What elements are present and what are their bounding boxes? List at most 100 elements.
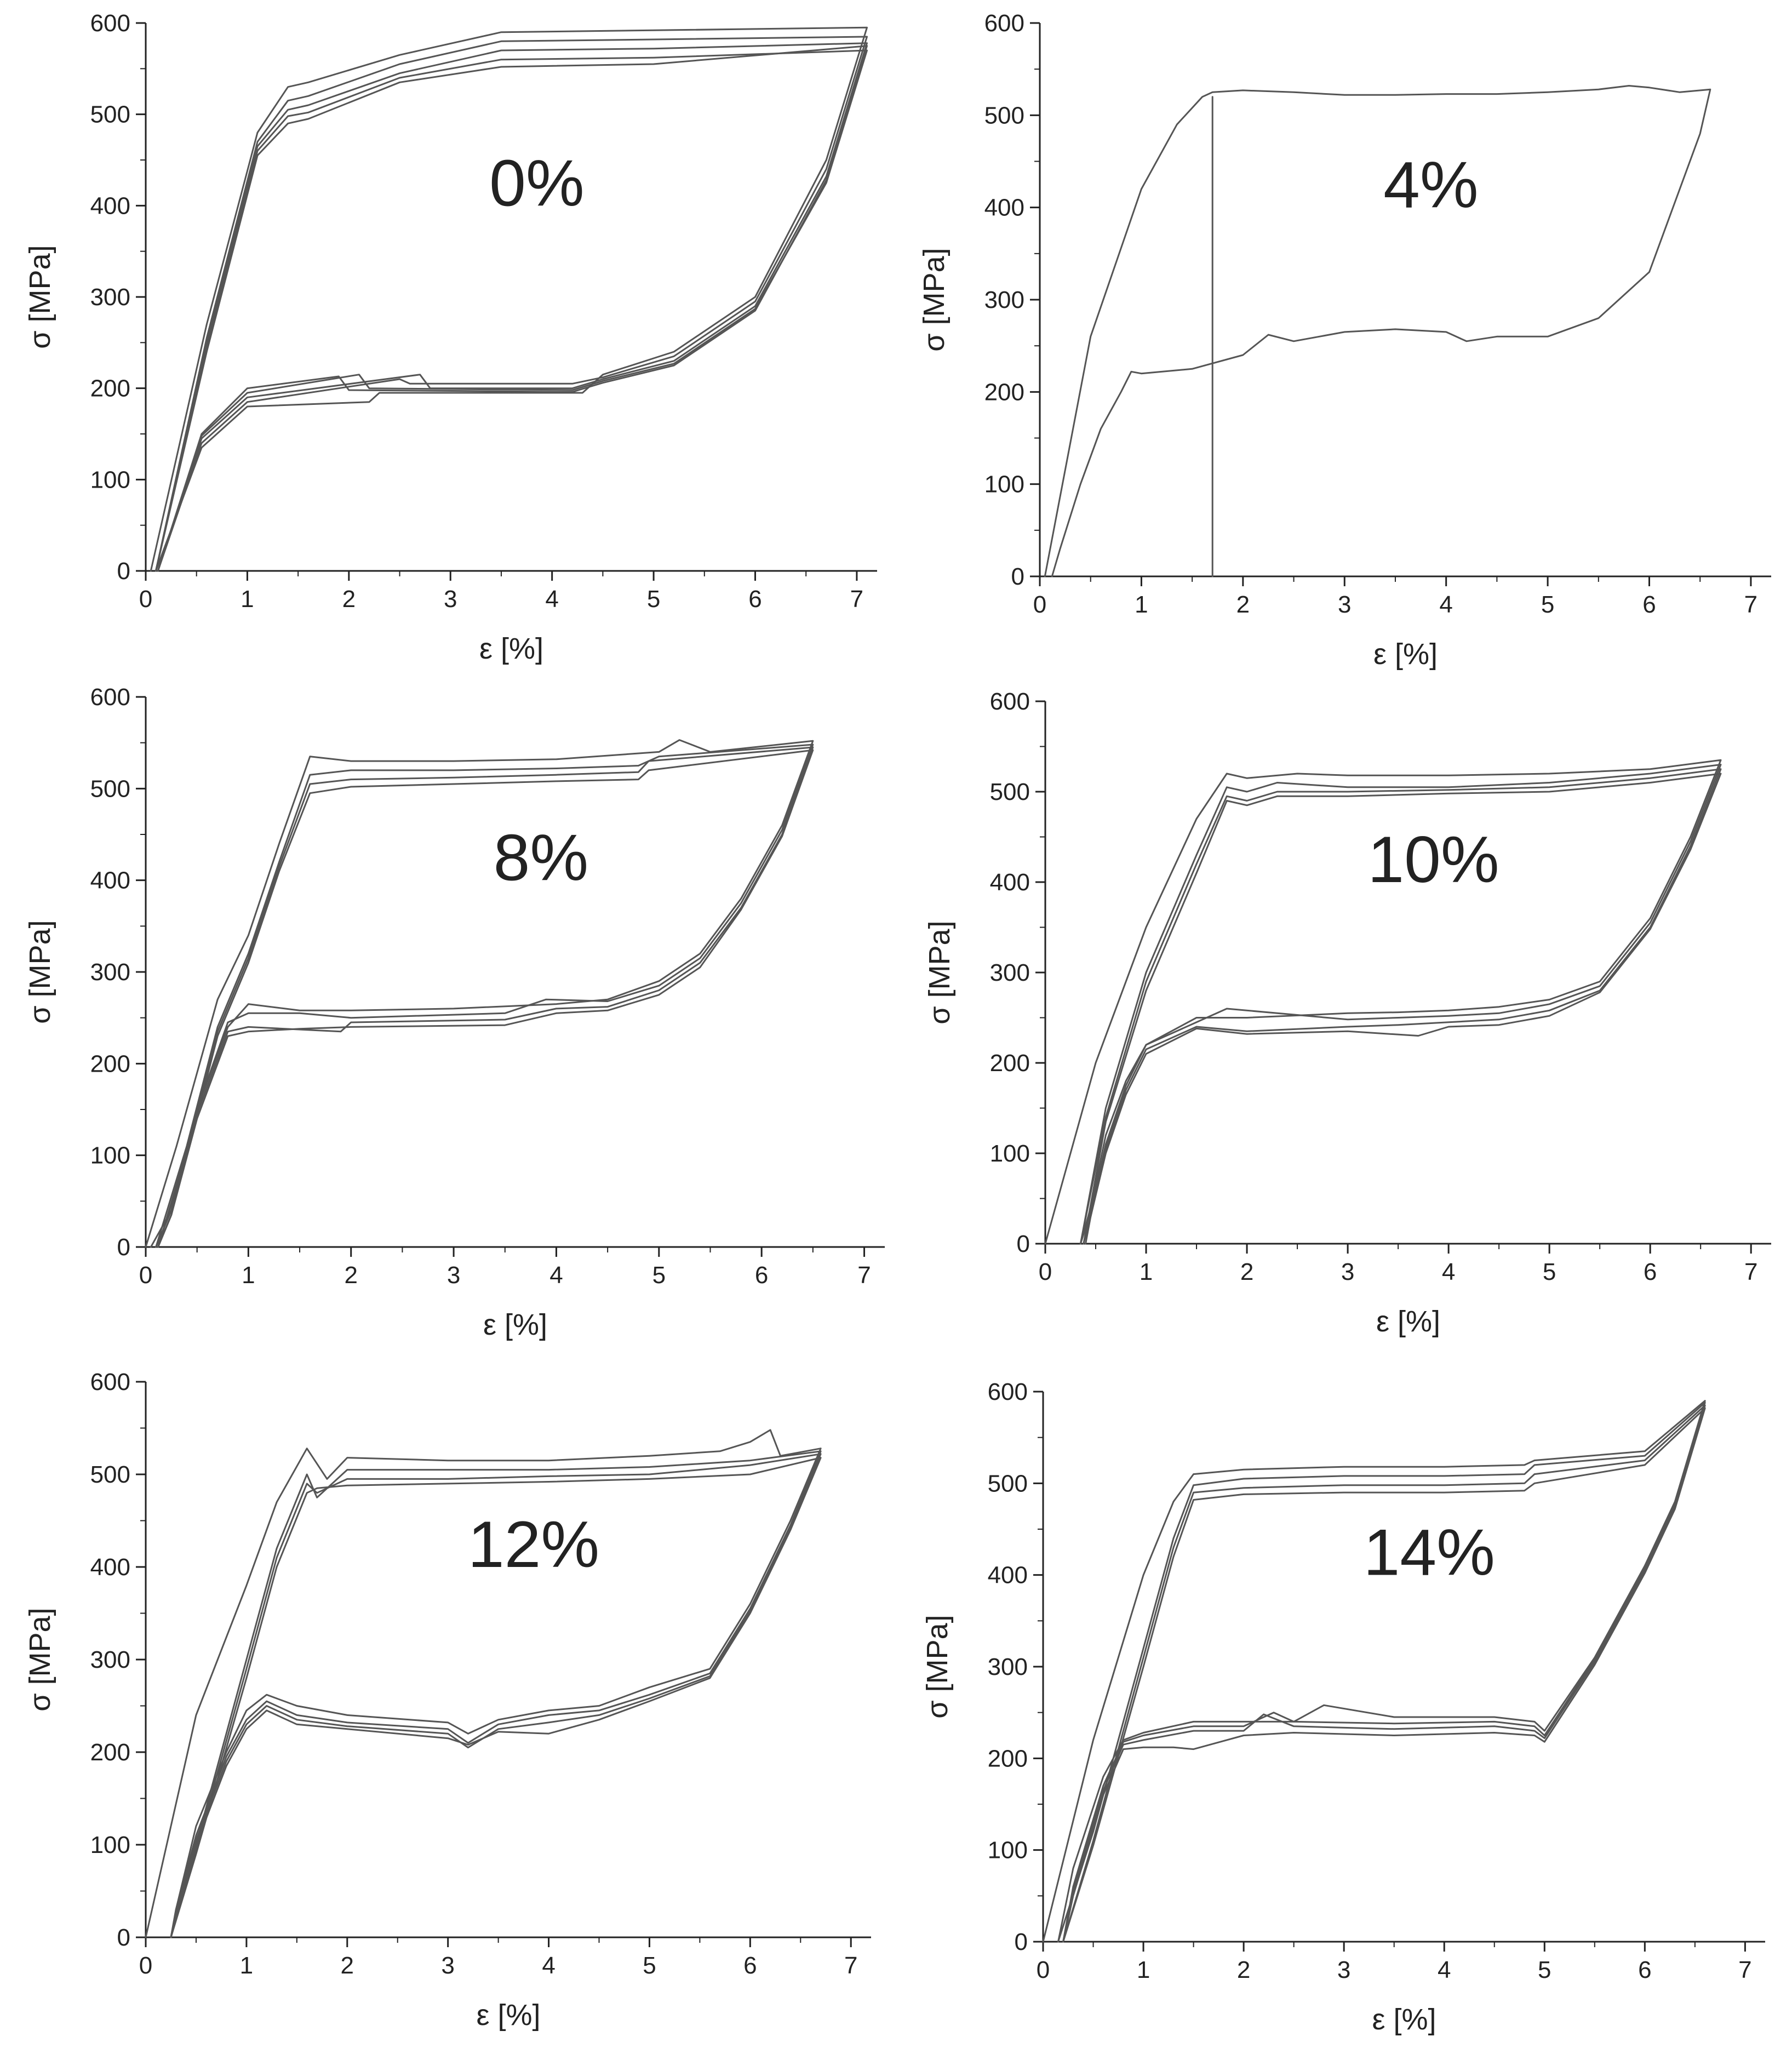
series-line-3 (157, 746, 814, 1248)
x-axis-title: ε [%] (483, 1308, 547, 1341)
x-tick-label: 1 (1140, 1258, 1153, 1285)
x-tick-label: 6 (755, 1262, 768, 1289)
x-tick-label: 7 (850, 586, 863, 613)
y-axis-title: σ [MPa] (24, 920, 56, 1023)
x-tick-label: 6 (1642, 591, 1656, 618)
x-tick-label: 7 (1744, 591, 1757, 618)
y-tick-label: 0 (1017, 1231, 1030, 1257)
y-tick-label: 200 (90, 1739, 130, 1766)
y-axis-title: σ [MPa] (24, 245, 56, 348)
y-tick-label: 600 (984, 10, 1024, 37)
panel-label: 10% (1367, 823, 1499, 896)
y-tick-label: 200 (984, 379, 1024, 405)
y-axis-title: σ [MPa] (921, 1615, 954, 1718)
x-tick-label: 4 (1438, 1957, 1451, 1983)
x-tick-label: 7 (1744, 1258, 1757, 1285)
x-tick-label: 7 (1738, 1957, 1751, 1983)
chart-panel-1: 0 1 2 3 4 5 6 7 0 100 200 300 400 500 600 ε [%] σ [MPa] 0… (24, 10, 877, 665)
series-line-4 (155, 49, 868, 572)
x-tick-label: 5 (1543, 1258, 1556, 1285)
x-tick-label: 0 (139, 1952, 152, 1979)
x-tick-label: 0 (1039, 1258, 1052, 1285)
x-tick-label: 1 (1137, 1957, 1150, 1983)
x-tick-label: 6 (1644, 1258, 1657, 1285)
series-line-4 (1083, 773, 1722, 1245)
x-tick-label: 2 (1240, 1258, 1253, 1285)
x-tick-label: 5 (647, 586, 660, 613)
series-line-5 (155, 45, 868, 572)
series-line-2 (1057, 1401, 1706, 1943)
y-tick-label: 100 (990, 1140, 1030, 1167)
y-tick-label: 500 (990, 779, 1030, 805)
x-tick-label: 5 (652, 1262, 666, 1289)
series-line-1 (1042, 1400, 1706, 1943)
y-tick-label: 200 (988, 1745, 1028, 1772)
chart-panel-6: 0 1 2 3 4 5 6 7 0 100 200 300 400 500 600 ε [%] σ [MPa] 1… (921, 1378, 1765, 2036)
x-tick-label: 6 (1638, 1957, 1651, 1983)
y-tick-label: 300 (984, 287, 1024, 313)
series-line-1 (145, 739, 814, 1248)
x-tick-label: 2 (342, 586, 356, 613)
x-tick-label: 5 (1541, 591, 1554, 618)
y-tick-label: 500 (988, 1470, 1028, 1497)
y-tick-label: 100 (988, 1837, 1028, 1864)
x-tick-label: 0 (1037, 1957, 1050, 1983)
y-tick-label: 500 (984, 102, 1024, 129)
x-axis-title: ε [%] (476, 1999, 540, 2032)
y-tick-label: 400 (984, 194, 1024, 221)
x-tick-label: 2 (344, 1262, 357, 1289)
y-tick-label: 100 (90, 1832, 130, 1858)
x-tick-label: 5 (1538, 1957, 1551, 1983)
y-tick-label: 100 (984, 471, 1024, 498)
series-line-1 (1044, 85, 1711, 577)
panel-label: 8% (494, 821, 588, 895)
y-tick-label: 600 (990, 688, 1030, 715)
x-tick-label: 3 (447, 1262, 460, 1289)
y-tick-label: 400 (90, 867, 130, 894)
x-tick-label: 0 (139, 586, 152, 613)
y-tick-label: 0 (117, 558, 130, 585)
chart-panel-2: 0 1 2 3 4 5 6 7 0 100 200 300 400 500 600 ε [%] σ [MPa] 4… (918, 10, 1771, 671)
chart-panel-3: 0 1 2 3 4 5 6 7 0 100 200 300 400 500 600 ε [%] σ [MPa] 8… (24, 684, 885, 1341)
y-axis-title: σ [MPa] (24, 1607, 56, 1711)
panel-label: 12% (468, 1508, 599, 1581)
x-tick-label: 4 (545, 586, 558, 613)
x-tick-label: 1 (1135, 591, 1148, 618)
chart-panel-4: 0 1 2 3 4 5 6 7 0 100 200 300 400 500 600 ε [%] σ [MPa] 1… (923, 688, 1771, 1338)
x-tick-label: 6 (748, 586, 762, 613)
y-tick-label: 0 (1011, 563, 1024, 590)
y-tick-label: 600 (90, 10, 130, 37)
y-tick-label: 500 (90, 775, 130, 802)
y-tick-label: 300 (90, 1646, 130, 1673)
x-tick-label: 6 (743, 1952, 757, 1979)
panel-label: 14% (1364, 1516, 1495, 1589)
x-tick-label: 4 (549, 1262, 563, 1289)
x-tick-label: 1 (242, 1262, 255, 1289)
x-tick-label: 4 (1439, 591, 1452, 618)
x-tick-label: 2 (1237, 1957, 1250, 1983)
y-tick-label: 0 (117, 1924, 130, 1951)
y-tick-label: 0 (117, 1234, 130, 1261)
x-axis-title: ε [%] (1376, 1305, 1440, 1338)
y-tick-label: 400 (90, 192, 130, 219)
x-tick-label: 4 (542, 1952, 555, 1979)
x-tick-label: 2 (341, 1952, 354, 1979)
y-tick-label: 100 (90, 1142, 130, 1169)
x-tick-label: 7 (844, 1952, 857, 1979)
y-tick-label: 300 (988, 1654, 1028, 1680)
series-line-3 (155, 42, 868, 572)
y-tick-label: 200 (90, 375, 130, 402)
y-tick-label: 300 (90, 284, 130, 311)
y-tick-label: 400 (988, 1562, 1028, 1589)
y-tick-label: 400 (990, 869, 1030, 896)
x-tick-label: 0 (139, 1262, 152, 1289)
series-line-2 (1079, 764, 1722, 1245)
x-tick-label: 3 (1338, 591, 1351, 618)
y-tick-label: 200 (990, 1050, 1030, 1077)
x-tick-label: 0 (1033, 591, 1046, 618)
y-tick-label: 600 (90, 1369, 130, 1395)
x-tick-label: 3 (444, 586, 457, 613)
x-axis-title: ε [%] (1373, 638, 1438, 671)
y-tick-label: 400 (90, 1554, 130, 1581)
